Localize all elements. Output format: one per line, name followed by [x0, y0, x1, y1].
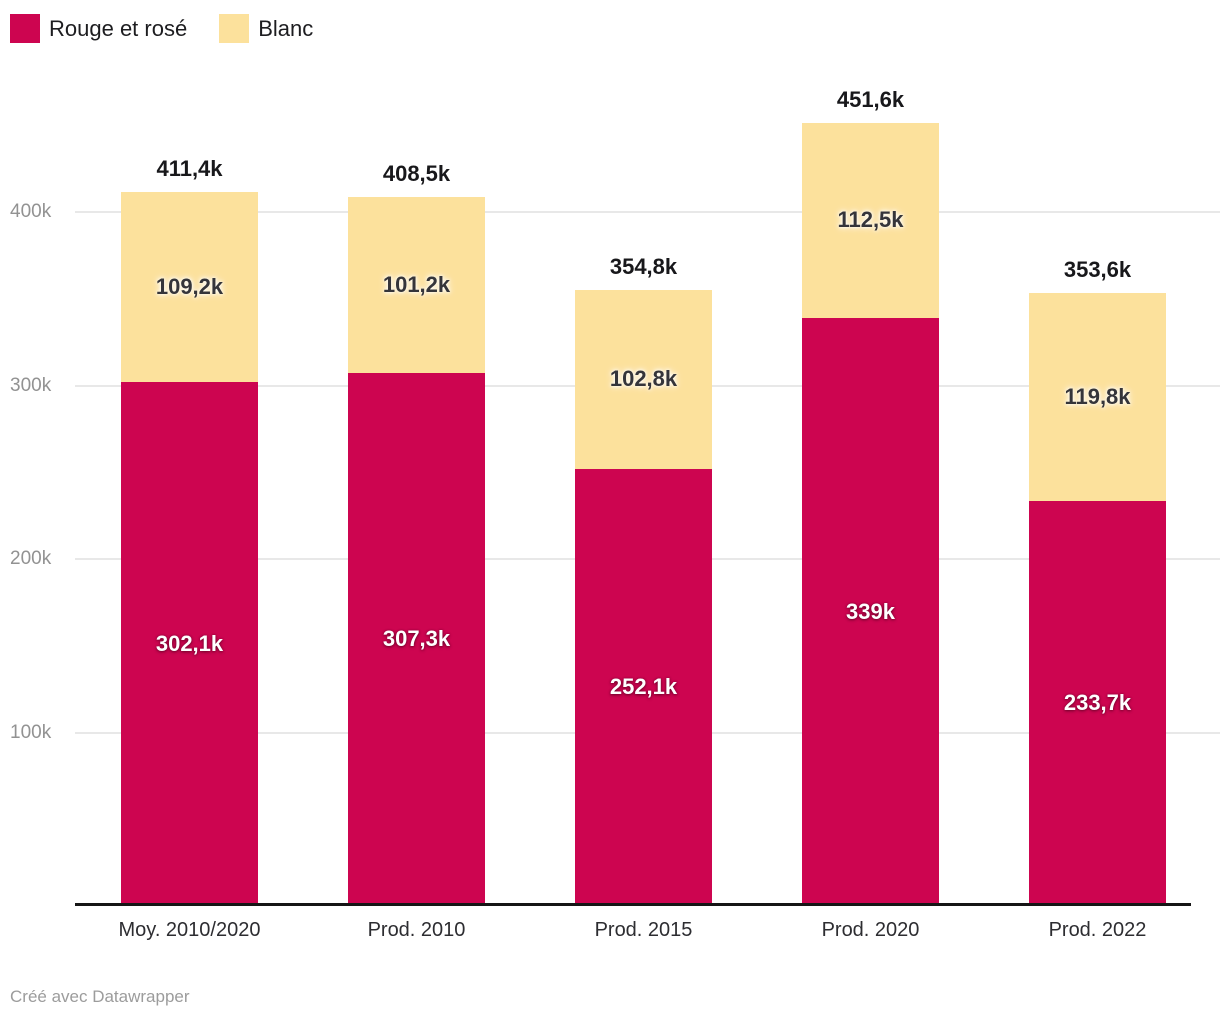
y-axis-tick-label: 400k — [10, 201, 52, 222]
x-axis-category-label: Prod. 2015 — [594, 919, 693, 941]
bar-segment-rouge[interactable]: 339k — [802, 317, 939, 906]
bar-segment-rouge[interactable]: 233,7k — [1029, 500, 1166, 906]
legend-item-blanc: Blanc — [219, 14, 313, 43]
bar-total-label: 408,5k — [382, 161, 451, 187]
bar-segment-rouge[interactable]: 307,3k — [348, 372, 485, 906]
segment-value-label: 307,3k — [382, 626, 451, 652]
segment-value-label: 119,8k — [1064, 383, 1131, 409]
segment-value-label: 233,7k — [1063, 690, 1132, 716]
x-axis-category-label: Prod. 2010 — [367, 919, 466, 941]
segment-value-label: 339k — [846, 598, 895, 624]
y-axis-tick-label: 100k — [10, 721, 52, 743]
bar-segment-rouge[interactable]: 252,1k — [575, 468, 712, 906]
gridline — [75, 211, 1220, 213]
y-axis-tick-label: 200k — [10, 548, 52, 569]
bar-total-label: 451,6k — [836, 86, 905, 112]
segment-value-label: 101,2k — [382, 272, 451, 298]
x-axis-category-label: Prod. 2020 — [821, 919, 920, 941]
legend-label: Blanc — [258, 15, 314, 41]
x-axis-category-label: Moy. 2010/2020 — [118, 919, 261, 941]
bar-total-label: 354,8k — [609, 254, 678, 280]
legend-swatch — [10, 14, 40, 43]
legend-item-rouge: Rouge et rosé — [10, 14, 187, 43]
legend-label: Rouge et rosé — [49, 15, 188, 41]
bar-segment-rouge[interactable]: 302,1k — [121, 381, 258, 906]
datawrapper-credit-link[interactable]: Créé avec Datawrapper — [10, 987, 190, 1006]
segment-value-label: 112,5k — [837, 207, 904, 233]
segment-value-label: 302,1k — [155, 630, 224, 656]
x-axis-category-label: Prod. 2022 — [1048, 919, 1147, 941]
bar-segment-blanc[interactable]: 109,2k — [121, 192, 258, 382]
segment-value-label: 252,1k — [609, 674, 678, 700]
bar-segment-blanc[interactable]: 102,8k — [575, 290, 712, 469]
footer: Créé avec Datawrapper — [10, 986, 190, 1008]
legend: Rouge et rosé Blanc — [10, 14, 313, 43]
bar-segment-blanc[interactable]: 119,8k — [1029, 292, 1166, 501]
segment-value-label: 102,8k — [609, 366, 678, 392]
segment-value-label: 109,2k — [155, 274, 224, 300]
legend-swatch — [219, 14, 250, 43]
bar-segment-blanc[interactable]: 112,5k — [802, 122, 939, 318]
x-axis-line — [75, 903, 1191, 906]
bar-segment-blanc[interactable]: 101,2k — [348, 197, 485, 373]
y-axis-tick-label: 300k — [10, 374, 52, 396]
bar-total-label: 411,4k — [156, 156, 223, 182]
bar-total-label: 353,6k — [1063, 256, 1132, 282]
